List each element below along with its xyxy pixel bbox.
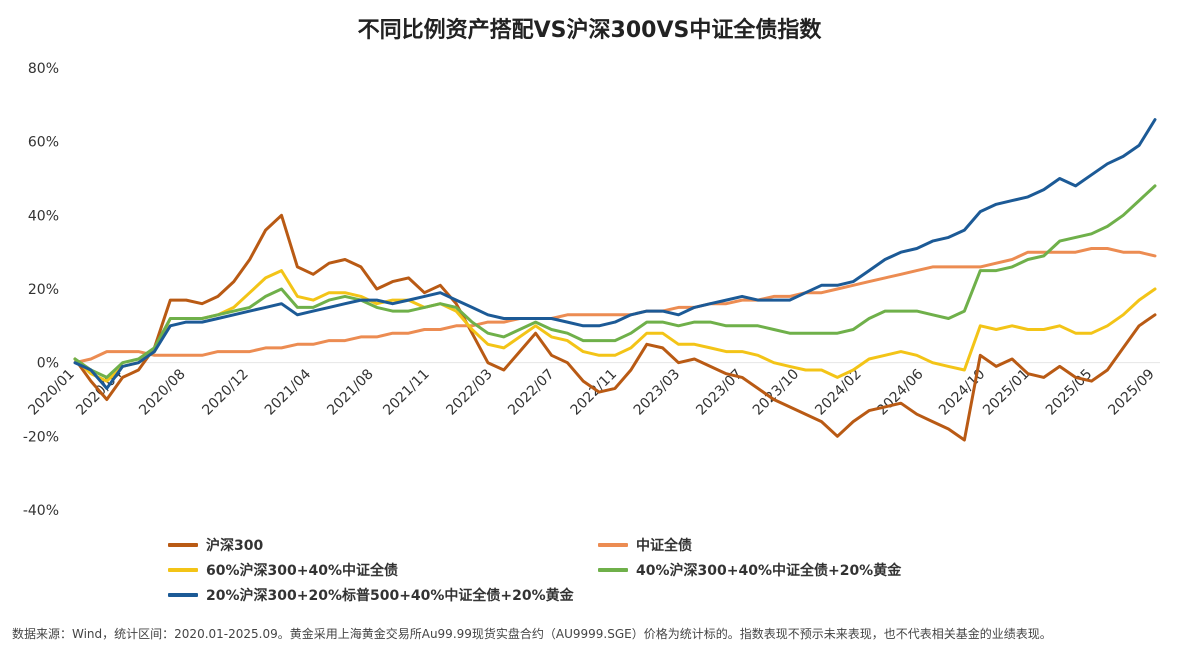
x-tick-label: 2023/03 (631, 366, 683, 418)
x-tick-label: 2020/12 (199, 366, 251, 418)
x-tick-label: 2020/01 (25, 366, 77, 418)
legend-item: 20%沪深300+20%标普500+40%中证全债+20%黄金 (168, 585, 574, 605)
y-tick-label: 20% (28, 282, 59, 298)
series-line-4 (73, 118, 1157, 390)
x-tick-label: 2023/10 (750, 366, 802, 418)
y-axis: -40% -20% 0% 20% 40% 60% 80% (23, 61, 1160, 519)
legend-swatch (168, 568, 198, 572)
legend-swatch (168, 593, 198, 597)
y-tick-label: -40% (23, 503, 59, 519)
legend-swatch (598, 568, 628, 572)
y-tick-label: 80% (28, 61, 59, 77)
legend-label: 60%沪深300+40%中证全债 (206, 563, 398, 579)
legend-label: 20%沪深300+20%标普500+40%中证全债+20%黄金 (206, 588, 574, 604)
y-tick-label: 0% (37, 356, 59, 372)
legend-label: 中证全债 (636, 538, 692, 554)
series-line-1 (73, 247, 1157, 365)
x-tick-label: 2024/02 (812, 366, 864, 418)
x-tick-label: 2024/06 (874, 366, 927, 419)
legend-item: 中证全债 (598, 535, 692, 555)
x-tick-label: 2021/11 (380, 366, 432, 418)
x-tick-label: 2022/07 (505, 366, 557, 418)
series-line-2 (73, 269, 1157, 383)
y-tick-label: 60% (28, 135, 59, 151)
y-tick-label: 40% (28, 208, 59, 224)
legend-swatch (168, 543, 198, 547)
chart-title: 不同比例资产搭配VS沪深300VS中证全债指数 (357, 18, 822, 43)
x-tick-label: 2021/04 (262, 366, 315, 419)
y-tick-label: -20% (23, 429, 59, 445)
legend-swatch (598, 543, 628, 547)
legend-item: 60%沪深300+40%中证全债 (168, 560, 398, 580)
source-note: 数据来源：Wind，统计区间：2020.01-2025.09。黄金采用上海黄金交… (12, 627, 1052, 641)
x-tick-label: 2021/08 (324, 366, 376, 418)
series-line-3 (73, 184, 1157, 379)
series-lines (73, 118, 1157, 442)
x-tick-label: 2025/01 (980, 366, 1032, 418)
x-tick-label: 2020/08 (136, 366, 188, 418)
series-line-0 (73, 213, 1157, 442)
x-tick-label: 2022/03 (443, 366, 495, 418)
x-tick-label: 2024/10 (936, 366, 988, 418)
legend-label: 沪深300 (206, 538, 264, 554)
legend-item: 40%沪深300+40%中证全债+20%黄金 (598, 560, 901, 580)
legend-item: 沪深300 (168, 535, 263, 555)
x-tick-label: 2025/09 (1105, 366, 1157, 418)
x-tick-label: 2023/07 (693, 366, 745, 418)
legend-label: 40%沪深300+40%中证全债+20%黄金 (636, 563, 902, 579)
